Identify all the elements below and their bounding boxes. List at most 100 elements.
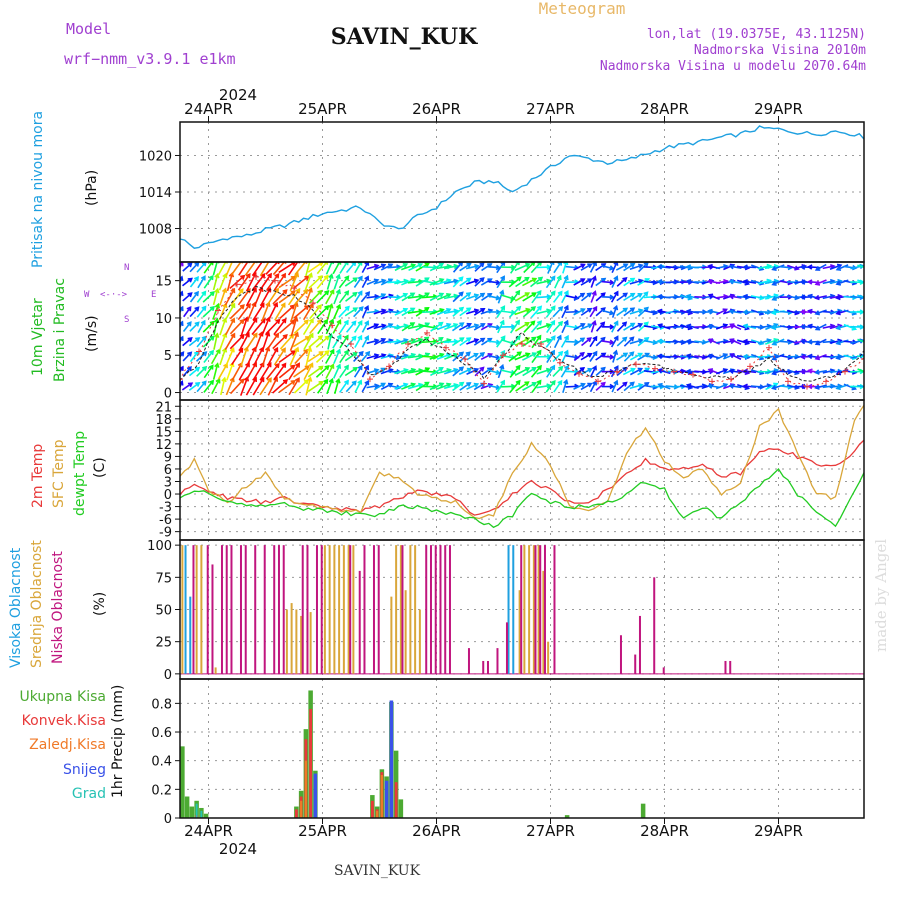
wind-arrow-head [759, 340, 765, 346]
wind-arrow [822, 340, 835, 344]
wind-arrow [196, 380, 207, 393]
wind-arrow-head [364, 305, 370, 311]
wind-arrow [407, 310, 423, 314]
wind-arrow [623, 336, 634, 347]
wind-arrow [473, 323, 485, 331]
wind-arrow-head [729, 353, 735, 359]
wind-arrow [394, 339, 408, 345]
wind-arrow [387, 295, 401, 299]
wind-arrow [459, 292, 471, 302]
compass-east: E [151, 290, 156, 300]
wind-arrow [443, 384, 458, 390]
wind-arrow-head [187, 277, 193, 283]
wind-arrow-head [835, 384, 841, 391]
wind-arrow [287, 262, 299, 276]
cloud-bar [418, 609, 421, 674]
precip-bar [564, 815, 570, 818]
wind-arrow-head [424, 322, 431, 328]
wind-arrow-head [729, 323, 735, 329]
wind-arrow [278, 364, 295, 379]
wind-arrow [561, 320, 569, 334]
wind-arrow [857, 264, 864, 269]
wind-arrow-head [479, 277, 485, 283]
wind-arrow-head [293, 316, 299, 322]
wind-arrow [203, 365, 214, 379]
wind-arrow-head [563, 304, 569, 311]
wind-arrow [305, 347, 312, 366]
wind-arrow [822, 294, 835, 300]
wind-arrow-head [742, 278, 749, 285]
wind-arrow [623, 381, 635, 392]
wind-arrow-head [344, 275, 350, 281]
wind-arrow [615, 263, 628, 271]
wind-arrow [327, 334, 333, 350]
wind-arrow [278, 380, 296, 393]
wind-arrow [304, 273, 313, 291]
wind-arrow [246, 302, 256, 322]
wind-arrow-head [327, 332, 334, 339]
wind-arrow [580, 368, 592, 376]
wind-arrow [408, 263, 423, 272]
wind-arrow-head [473, 293, 480, 299]
wind-arrow-head [550, 364, 556, 371]
wind-arrow-head [531, 381, 538, 387]
wind-arrow-head [613, 262, 619, 266]
wind-arrow-head [209, 335, 215, 341]
wind-arrow [561, 305, 569, 319]
wind-arrow [407, 280, 423, 284]
wind-arrow [338, 306, 350, 318]
wind-arrow-head [343, 319, 349, 325]
wind-arrow [380, 368, 393, 375]
wind-arrow [344, 277, 358, 287]
wind-arrow [822, 280, 835, 285]
wind-arrow [616, 337, 627, 347]
wind-arrow [616, 382, 627, 392]
wind-arrow [601, 355, 614, 358]
wind-arrow [373, 293, 386, 301]
wind-arrow-head [239, 304, 245, 310]
wind-arrow-head [318, 351, 324, 356]
wind-arrow [380, 263, 393, 271]
wind-arrow-head [466, 367, 473, 373]
wind-arrow [180, 366, 184, 374]
wind-arrow [611, 380, 618, 393]
precip-bar [384, 780, 389, 818]
cloud-ylabel-low: Niska Oblacnost [50, 551, 66, 664]
wind-arrow [360, 351, 370, 362]
wind-arrow-head [835, 340, 841, 346]
wind-arrow-head [622, 381, 628, 387]
wind-arrow [589, 351, 598, 362]
wind-arrow [508, 276, 522, 288]
wind-arrow [466, 294, 479, 300]
wind-arrow [565, 385, 579, 388]
wind-arrow [487, 280, 500, 284]
legend-total-rain: Ukupna Kisa [19, 689, 106, 705]
wind-arrow [616, 367, 628, 377]
wind-arrow [779, 340, 792, 344]
model-label: Model [66, 20, 111, 38]
wind-arrow-head [629, 351, 635, 357]
wind-arrow [565, 354, 579, 359]
temp-series-1 [179, 404, 865, 520]
wind-arrow-head [536, 364, 542, 371]
wind-arrow [857, 338, 864, 343]
wind-arrow-head [563, 378, 569, 385]
wind-arrow [229, 319, 245, 335]
wind-arrow-head [328, 377, 334, 384]
wind-arrow-head [186, 321, 192, 327]
wind-arrow-head [373, 368, 380, 374]
wind-arrow [815, 279, 827, 286]
wind-arrow [452, 276, 464, 288]
wind-arrow [333, 349, 341, 364]
wind-arrow-head [638, 382, 644, 389]
wind-arrow-head [515, 319, 520, 325]
wind-arrow-head [524, 367, 531, 372]
wind-arrow [497, 365, 504, 379]
wind-arrow [394, 383, 408, 390]
cloud-bar [634, 654, 637, 674]
wind-arrow-head [728, 264, 735, 270]
cloud-bar [277, 545, 280, 674]
wind-arrow-head [195, 381, 201, 387]
wind-arrow [687, 280, 699, 285]
wind-arrow [325, 289, 335, 305]
